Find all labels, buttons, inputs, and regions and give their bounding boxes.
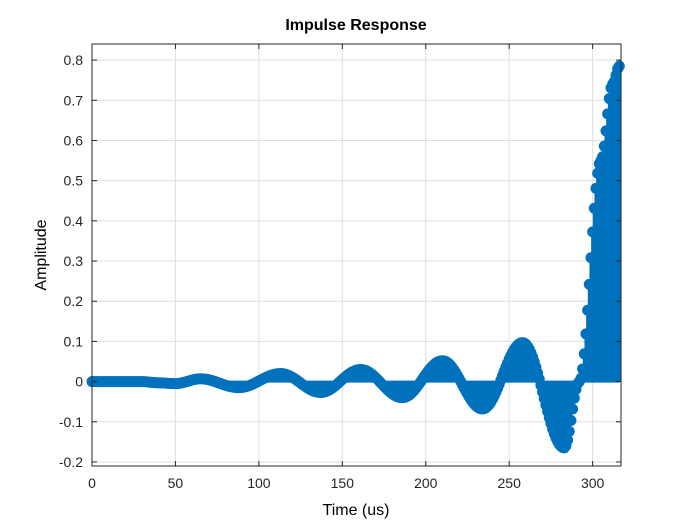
chart-title: Impulse Response: [285, 17, 426, 34]
x-tick-label: 300: [581, 475, 605, 491]
stem-marker: [585, 252, 597, 264]
stem-marker: [575, 372, 587, 384]
stem-marker: [582, 304, 594, 316]
stem-marker: [578, 348, 590, 360]
stem-marker: [562, 434, 574, 446]
x-tick-labels: 0 50 100 150 200 250 300: [88, 475, 604, 491]
stem-marker: [568, 392, 580, 404]
x-tick-label: 200: [414, 475, 438, 491]
stem-marker: [603, 93, 615, 105]
stem-marker: [600, 125, 612, 137]
stem-marker: [588, 202, 600, 214]
stem-marker: [613, 60, 625, 72]
stem-marker: [597, 151, 609, 163]
y-tick-label: 0.7: [64, 92, 84, 108]
y-tick-label: 0.2: [64, 293, 84, 309]
stem-marker: [598, 140, 610, 152]
stem-marker: [592, 167, 604, 179]
y-tick-label: 0.6: [64, 132, 84, 148]
y-tick-label: -0.1: [59, 414, 83, 430]
x-tick-label: 100: [247, 475, 271, 491]
x-tick-label: 250: [498, 475, 522, 491]
x-tick-label: 0: [88, 475, 96, 491]
ticks: [91, 44, 621, 466]
y-tick-label: 0.1: [64, 333, 84, 349]
y-tick-label: 0.5: [64, 173, 84, 189]
stem-marker: [590, 182, 602, 194]
y-tick-labels: -0.2 -0.1 0 0.1 0.2 0.3 0.4 0.5 0.6 0.7 0.8: [59, 52, 83, 470]
stem-marker: [565, 415, 577, 427]
y-tick-label: -0.2: [59, 454, 83, 470]
stem-marker: [577, 363, 589, 375]
stem-markers: [86, 60, 625, 454]
stem-marker: [602, 108, 614, 120]
stem-marker: [583, 278, 595, 290]
stem-marker: [563, 425, 575, 437]
stem-marker: [567, 403, 579, 415]
x-axis-label: Time (us): [323, 502, 390, 519]
y-tick-label: 0.8: [64, 52, 84, 68]
y-axis-label: Amplitude: [33, 219, 50, 290]
stem-marker: [580, 328, 592, 340]
stem-marker: [587, 226, 599, 238]
y-tick-label: 0.4: [64, 213, 84, 229]
y-tick-label: 0.3: [64, 253, 84, 269]
plot-background: [92, 44, 621, 466]
x-tick-label: 150: [331, 475, 355, 491]
x-tick-label: 50: [168, 475, 184, 491]
y-tick-label: 0: [75, 374, 83, 390]
axes-box: [91, 43, 622, 467]
